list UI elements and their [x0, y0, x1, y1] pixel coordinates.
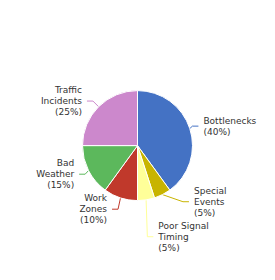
- svg-text:Incidents: Incidents: [41, 96, 82, 106]
- svg-text:(15%): (15%): [47, 180, 74, 190]
- svg-text:Work: Work: [84, 193, 108, 203]
- svg-text:Bad: Bad: [57, 158, 74, 168]
- svg-text:Zones: Zones: [79, 204, 107, 214]
- svg-text:(5%): (5%): [158, 243, 179, 253]
- svg-text:Traffic: Traffic: [54, 85, 82, 95]
- svg-text:Weather: Weather: [36, 169, 74, 179]
- svg-text:(25%): (25%): [55, 107, 82, 117]
- svg-text:Timing: Timing: [157, 232, 188, 242]
- svg-text:Special: Special: [194, 186, 226, 196]
- svg-text:Events: Events: [194, 197, 225, 207]
- svg-text:Poor Signal: Poor Signal: [158, 221, 208, 231]
- svg-text:(5%): (5%): [194, 208, 215, 218]
- svg-text:(10%): (10%): [80, 215, 107, 225]
- svg-text:Bottlenecks: Bottlenecks: [203, 116, 256, 126]
- svg-text:(40%): (40%): [203, 127, 230, 137]
